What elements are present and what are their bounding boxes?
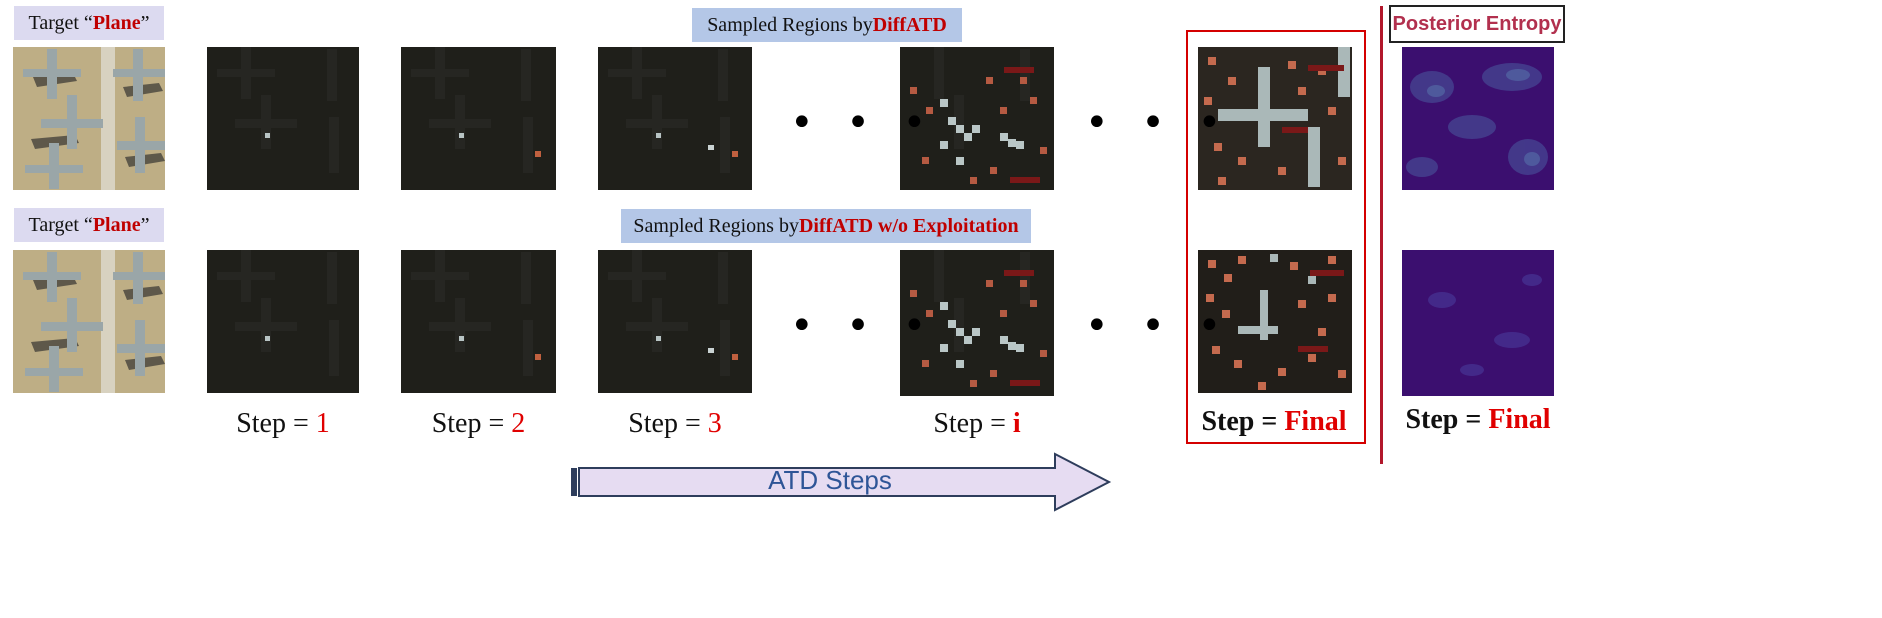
step3-tile-row2 (598, 250, 752, 393)
ellipsis-row1-a: • • • (790, 100, 937, 146)
posterior-entropy-header: Posterior Entropy (1389, 5, 1565, 43)
stepi-tile-row2 (900, 250, 1054, 396)
atd-steps-label: ATD Steps (768, 465, 892, 495)
entropy-separator (1380, 6, 1383, 464)
ellipsis-row1-b: • • • (1085, 100, 1232, 146)
step-label-i: Step = i (933, 408, 1021, 439)
target-label-row2: Target “Plane” (14, 208, 164, 242)
step-label-final: Step = Final (1201, 406, 1347, 437)
stepi-tile-row1 (900, 47, 1054, 190)
ellipsis-row2-b: • • • (1085, 303, 1232, 349)
sampled-regions-header-row1: Sampled Regions by DiffATD (692, 8, 962, 42)
entropy-map-row2 (1402, 250, 1554, 396)
final-tile-row2 (1198, 250, 1352, 393)
step-label-1: Step = 1 (236, 408, 330, 439)
ellipsis-row2-a: • • • (790, 303, 937, 349)
step-label-2: Step = 2 (431, 408, 526, 439)
target-label-row1: Target “Plane” (14, 6, 164, 40)
entropy-step-label-final: Step = Final (1405, 404, 1551, 435)
target-image-row2 (13, 250, 165, 393)
step3-tile-row1 (598, 47, 752, 190)
step2-tile-row2 (401, 250, 556, 393)
target-image-row1 (13, 47, 165, 190)
entropy-map-row1 (1402, 47, 1554, 190)
final-tile-row1 (1198, 47, 1352, 190)
final-step-frame (1186, 30, 1366, 444)
step-label-3: Step = 3 (628, 408, 722, 439)
sampled-regions-header-row2: Sampled Regions by DiffATD w/o Exploitat… (621, 209, 1031, 243)
step1-tile-row1 (207, 47, 359, 190)
step1-tile-row2 (207, 250, 359, 393)
atd-steps-arrow (565, 450, 1115, 514)
step2-tile-row1 (401, 47, 556, 190)
